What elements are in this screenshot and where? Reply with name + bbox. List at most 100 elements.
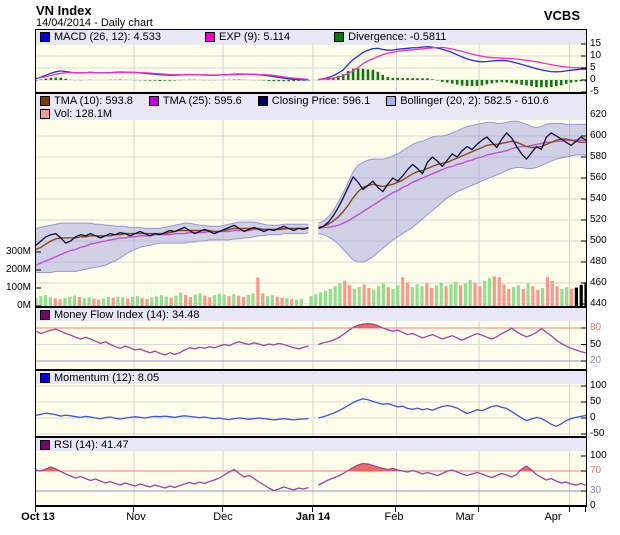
x-tick-label: Jan 14: [295, 511, 331, 523]
y-tick-label: 460: [590, 277, 607, 288]
legend-item: TMA (25): 595.6: [148, 94, 242, 107]
legend-swatch-icon: [40, 372, 50, 383]
panel-rsi: RSI (14): 41.47: [35, 437, 587, 506]
closing-line: [36, 132, 586, 246]
y-tick-label: 500: [590, 235, 607, 246]
y-tick-label: 600: [590, 130, 607, 141]
x-axis-tick: [312, 507, 313, 512]
legend-label: EXP (9): 5.114: [219, 30, 291, 43]
x-axis-tick: [478, 507, 479, 512]
legend-swatch-icon: [40, 95, 50, 106]
legend-label: Money Flow Index (14): 34.48: [54, 308, 200, 321]
x-tick-label: Dec: [213, 511, 233, 523]
volume-tick-label: 200M: [5, 264, 31, 275]
legend-item: Money Flow Index (14): 34.48: [40, 309, 200, 321]
legend-swatch-icon: [334, 31, 345, 42]
legend-swatch-icon: [40, 31, 50, 42]
legend-swatch-icon: [40, 439, 50, 450]
legend-label: MACD (26, 12): 4.533: [54, 30, 161, 43]
mfi-legend: Money Flow Index (14): 34.48: [36, 308, 586, 321]
y-tick-label: 5: [590, 62, 596, 73]
price-plot: [36, 94, 586, 306]
bollinger-band: [318, 121, 586, 262]
legend-item: Vol: 128.1M: [40, 108, 112, 120]
panel-price: TMA (10): 593.8 TMA (25): 595.6 Closing Pr…: [35, 93, 587, 307]
chart-subtitle: 14/04/2014 - Daily chart: [36, 17, 153, 29]
y-tick-label: 620: [590, 109, 607, 120]
y-tick-label: 100: [590, 380, 607, 391]
y-tick-label: 20: [590, 355, 602, 366]
x-tick-label: Oct 13: [21, 511, 55, 523]
volume-bars: [36, 276, 586, 306]
legend-label: Divergence: -0.5811: [348, 30, 447, 43]
legend-label: Vol: 128.1M: [54, 107, 113, 120]
rsi-line: [36, 462, 586, 492]
legend-swatch-icon: [257, 95, 268, 106]
panel-macd: MACD (26, 12): 4.533 EXP (9): 5.114 Diverg…: [35, 29, 587, 93]
bollinger-band: [36, 222, 309, 273]
legend-item: Momentum (12): 8.05: [40, 372, 159, 384]
x-axis-tick: [569, 507, 570, 512]
x-axis-tick: [133, 507, 134, 512]
legend-label: RSI (14): 41.47: [54, 438, 129, 451]
legend-item: Closing Price: 596.1: [257, 94, 371, 107]
y-tick-label: 100: [590, 450, 607, 461]
mfi-line: [36, 322, 586, 356]
y-tick-label: 580: [590, 151, 607, 162]
x-tick-label: Mar: [455, 511, 475, 523]
x-axis-tick: [35, 507, 36, 512]
y-tick-label: 50: [590, 338, 602, 350]
y-tick-label: -5: [590, 86, 599, 97]
x-axis-tick: [395, 507, 396, 512]
y-tick-label: 50: [590, 396, 602, 407]
y-tick-label: 80: [590, 322, 602, 333]
exp-line: [36, 46, 586, 80]
y-tick-label: 0: [590, 74, 596, 85]
panel-momentum: Momentum (12): 8.05: [35, 370, 587, 437]
legend-label: Momentum (12): 8.05: [54, 371, 160, 384]
legend-swatch-icon: [40, 309, 50, 320]
y-tick-label: -50: [590, 428, 605, 439]
y-tick-label: 70: [590, 465, 602, 476]
volume-tick-label: 300M: [5, 246, 31, 257]
legend-item: Divergence: -0.5811: [334, 31, 446, 43]
momentum-line: [36, 398, 586, 427]
y-tick-label: 560: [590, 172, 607, 183]
y-tick-label: 440: [590, 298, 607, 309]
price-legend: Vol: 128.1M: [36, 107, 586, 120]
y-tick-label: 0: [590, 412, 596, 423]
y-tick-label: 0: [590, 500, 596, 511]
momentum-legend: Momentum (12): 8.05: [36, 371, 586, 384]
y-tick-label: 30: [590, 485, 602, 496]
legend-swatch-icon: [386, 95, 397, 106]
legend-item: MACD (26, 12): 4.533: [40, 31, 161, 43]
legend-item: Bollinger (20, 2): 582.5 - 610.6: [386, 95, 549, 107]
x-axis-tick: [585, 507, 586, 512]
page-title: VN Index: [36, 3, 92, 18]
legend-label: Bollinger (20, 2): 582.5 - 610.6: [400, 94, 549, 107]
x-tick-label: Nov: [126, 511, 146, 523]
brand-logo: VCBS: [543, 8, 580, 23]
price-legend: TMA (10): 593.8 TMA (25): 595.6 Closing Pr…: [36, 94, 586, 107]
tma10-line: [36, 138, 586, 251]
divergence-hist: [36, 68, 586, 88]
volume-tick-label: 0M: [17, 300, 31, 311]
panel-mfi: Money Flow Index (14): 34.48: [35, 307, 587, 370]
y-tick-label: 15: [590, 38, 602, 49]
volume-tick-label: 100M: [5, 282, 31, 293]
y-tick-label: 480: [590, 256, 607, 267]
x-tick-label: Feb: [384, 511, 404, 523]
legend-item: RSI (14): 41.47: [40, 439, 129, 451]
legend-label: TMA (10): 593.8: [54, 94, 133, 107]
y-tick-label: 520: [590, 214, 607, 225]
rsi-legend: RSI (14): 41.47: [36, 438, 586, 451]
legend-item: EXP (9): 5.114: [205, 31, 290, 43]
legend-swatch-icon: [148, 95, 159, 106]
legend-label: TMA (25): 595.6: [162, 94, 242, 107]
macd-legend: MACD (26, 12): 4.533 EXP (9): 5.114 Diverg…: [36, 30, 586, 43]
legend-label: Closing Price: 596.1: [271, 94, 371, 107]
y-tick-label: 540: [590, 193, 607, 204]
y-tick-label: 10: [590, 50, 602, 61]
x-axis: [35, 506, 587, 513]
